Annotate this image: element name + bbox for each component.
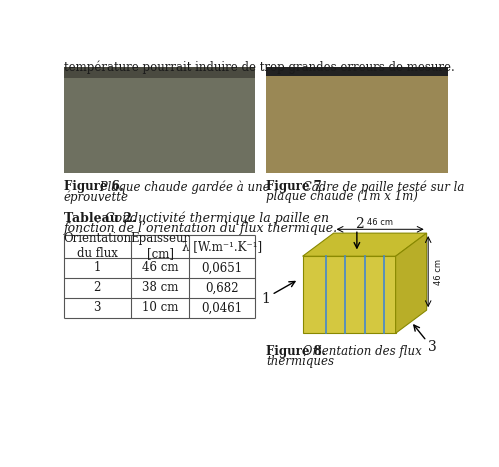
Bar: [64, 67, 254, 78]
Text: 1: 1: [261, 291, 270, 305]
Text: Cadre de paille testé sur la: Cadre de paille testé sur la: [299, 180, 464, 193]
Text: 38 cm: 38 cm: [142, 281, 178, 294]
Text: Figure 7.: Figure 7.: [266, 180, 326, 193]
Text: thermiques: thermiques: [266, 355, 334, 368]
Text: éprouvette: éprouvette: [64, 190, 129, 204]
Text: 2: 2: [93, 281, 101, 294]
Text: Tableau 2.: Tableau 2.: [64, 212, 136, 225]
Text: fonction de l’orientation du flux thermique.: fonction de l’orientation du flux thermi…: [64, 222, 338, 235]
Bar: [266, 67, 448, 76]
Text: 1: 1: [93, 262, 101, 274]
Polygon shape: [396, 233, 427, 333]
Text: température pourrait induire de trop grandes erreurs de mesure.: température pourrait induire de trop gra…: [64, 61, 455, 74]
Text: Figure 8.: Figure 8.: [266, 345, 326, 358]
Polygon shape: [302, 233, 427, 256]
Text: Orientation
du flux: Orientation du flux: [63, 232, 131, 260]
Text: 2: 2: [355, 217, 364, 231]
Text: 0,682: 0,682: [205, 281, 239, 294]
Text: 46 cm: 46 cm: [367, 219, 393, 227]
Text: Epaisseur
[cm]: Epaisseur [cm]: [130, 232, 190, 260]
Text: Plaque chaude gardée à une: Plaque chaude gardée à une: [96, 180, 270, 193]
Text: 46 cm: 46 cm: [434, 259, 444, 285]
Text: 3: 3: [429, 340, 437, 354]
Text: 0,0651: 0,0651: [202, 262, 243, 274]
Text: 46 cm: 46 cm: [142, 262, 178, 274]
Text: 10 cm: 10 cm: [142, 301, 178, 314]
Text: Figure 6.: Figure 6.: [64, 180, 124, 193]
Bar: [64, 67, 254, 173]
Text: Orientation des flux: Orientation des flux: [299, 345, 422, 358]
Text: plaque chaude (1m x 1m): plaque chaude (1m x 1m): [266, 190, 418, 203]
Text: Conductivité thermique la paille en: Conductivité thermique la paille en: [101, 212, 329, 225]
Bar: [266, 67, 448, 173]
Text: 0,0461: 0,0461: [202, 301, 243, 314]
Polygon shape: [302, 256, 396, 333]
Text: λ [W.m⁻¹.K⁻¹]: λ [W.m⁻¹.K⁻¹]: [182, 240, 262, 253]
Text: 3: 3: [93, 301, 101, 314]
